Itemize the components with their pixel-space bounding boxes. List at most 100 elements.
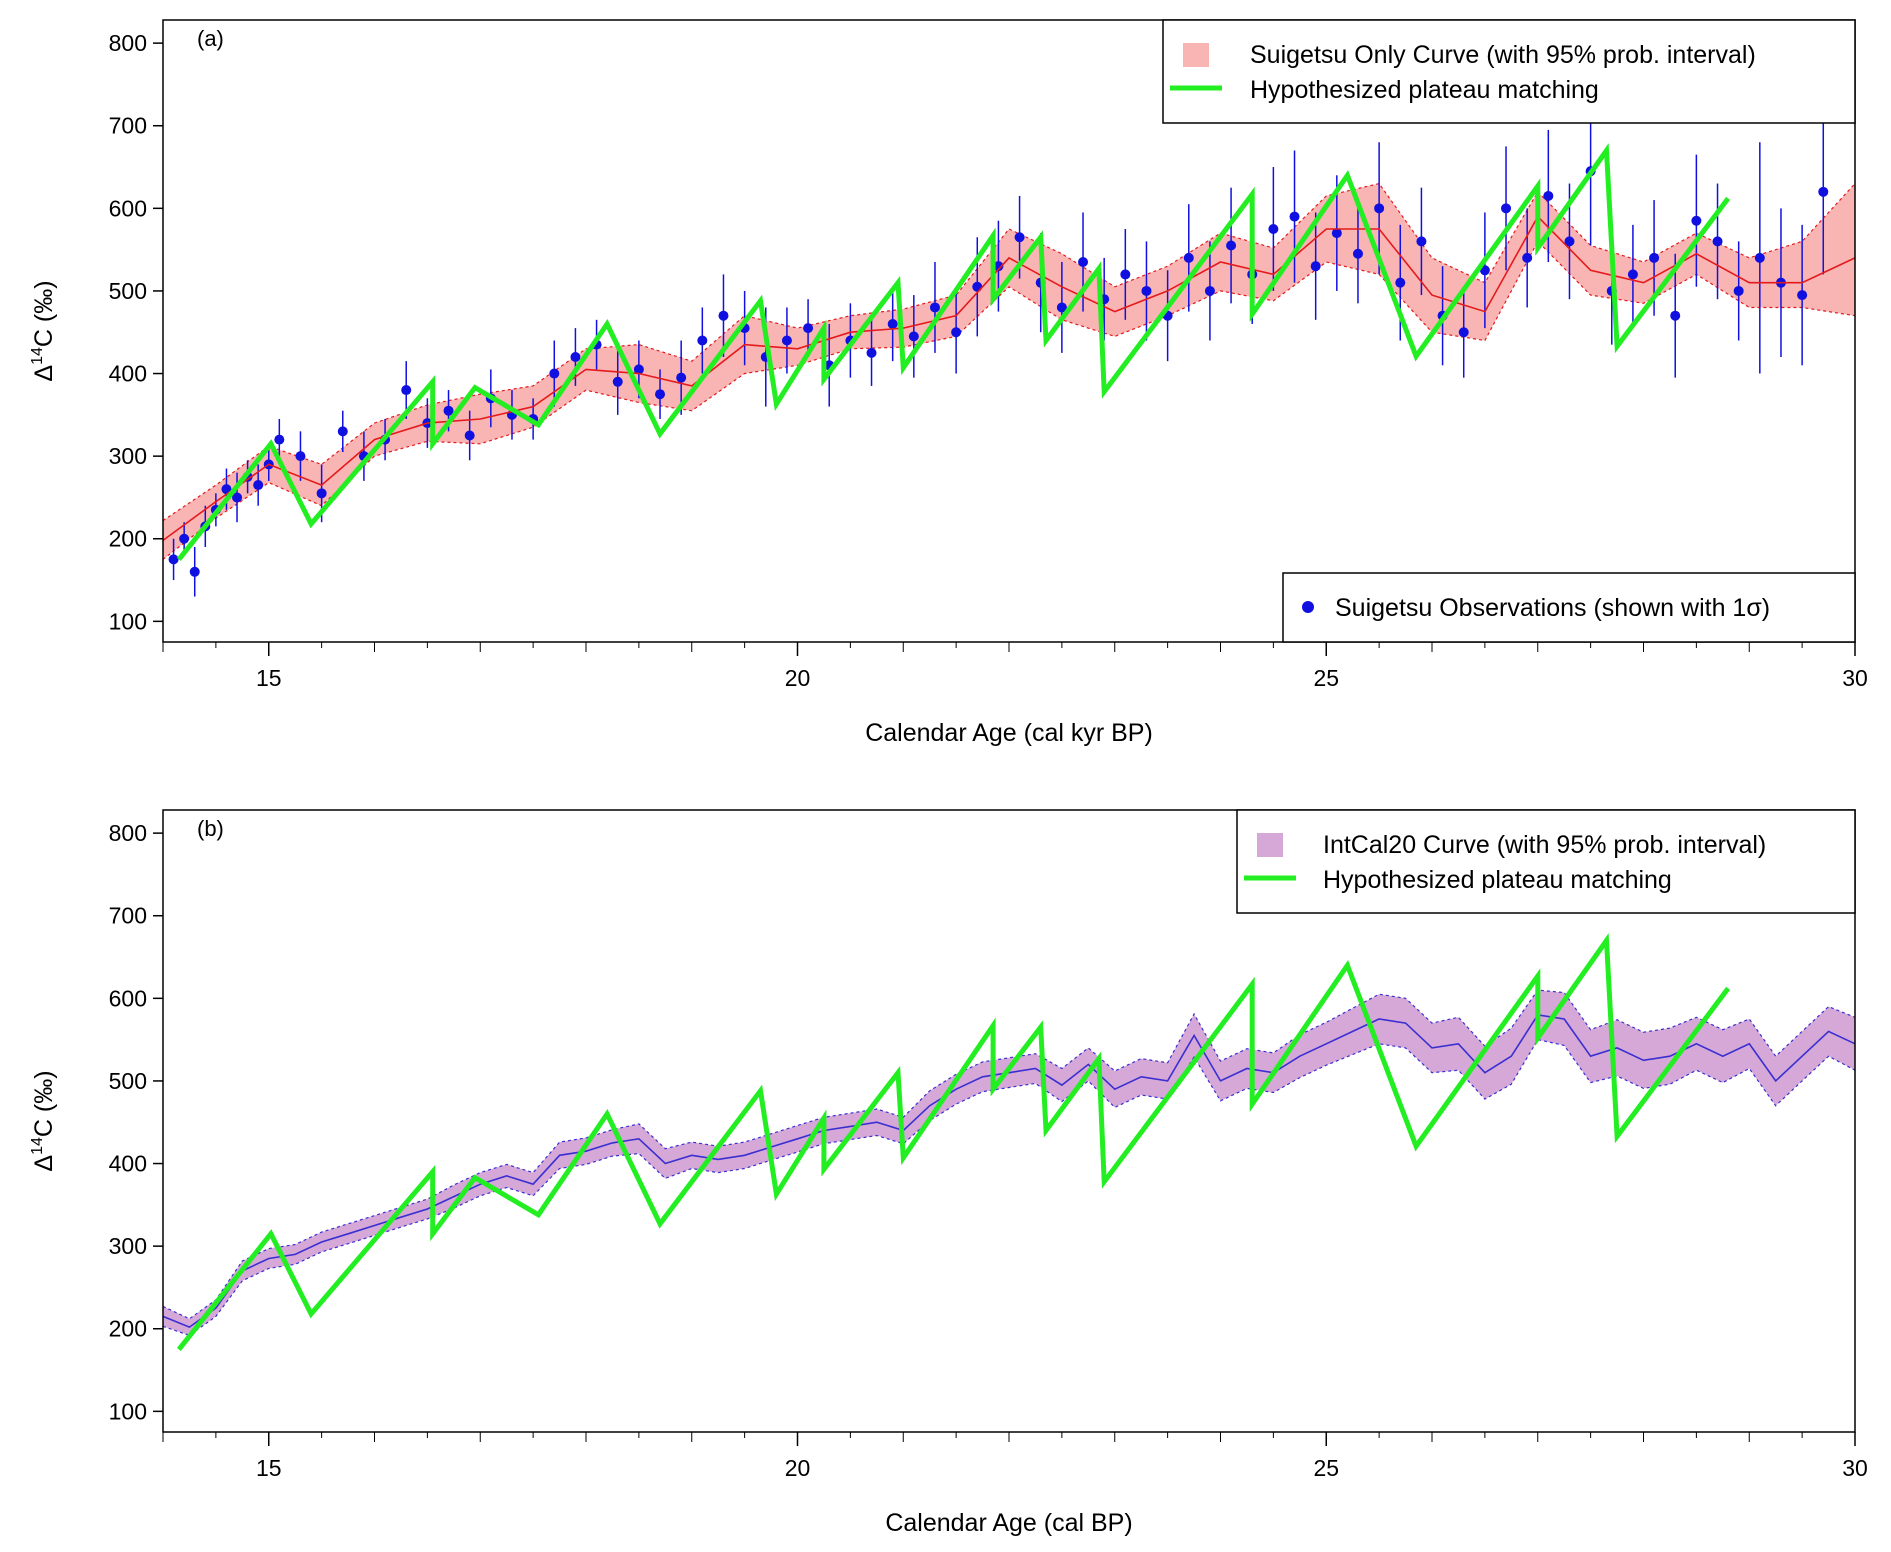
observation-point	[337, 426, 348, 437]
observation-point	[1141, 285, 1152, 296]
observation-point	[1670, 310, 1681, 321]
x-tick-label: 15	[256, 1455, 282, 1481]
y-tick-label: 100	[109, 1398, 147, 1424]
panel-label-a: (a)	[197, 26, 224, 51]
y-tick-label: 700	[109, 903, 147, 929]
observation-point	[1797, 290, 1808, 301]
observation-point	[655, 389, 666, 400]
observation-point	[951, 327, 962, 338]
observation-point	[1733, 285, 1744, 296]
observation-point	[1712, 236, 1723, 247]
observation-point	[316, 488, 327, 499]
interval-lower-bound	[162, 1038, 1856, 1337]
x-tick-label: 20	[785, 665, 811, 691]
observation-point	[1416, 236, 1427, 247]
interval-band-area	[163, 183, 1855, 560]
observation-point	[1078, 257, 1089, 268]
intcal-interval-band	[162, 989, 1856, 1337]
observation-point	[1183, 252, 1194, 263]
panel-label-b: (b)	[197, 816, 224, 841]
observation-point	[697, 335, 708, 346]
intcal-curve	[162, 1014, 1856, 1329]
suigetsu-interval-band	[162, 182, 1856, 560]
panel-b: 100 200 300 400 500 600 700 800 15 20 25 30 (b) Ca…	[29, 809, 1868, 1537]
interval-band-area	[163, 990, 1855, 1336]
y-tick-label: 500	[109, 278, 147, 304]
suigetsu-observations	[168, 96, 1829, 597]
y-tick-label: 600	[109, 195, 147, 221]
observation-point	[1014, 232, 1025, 243]
y-axis-title-b: Δ14C (‰)	[29, 1070, 58, 1171]
observation-point	[1691, 215, 1702, 226]
observation-point	[887, 318, 898, 329]
plateau-matching-line	[176, 143, 1731, 561]
observation-point	[929, 302, 940, 313]
observation-point	[1204, 285, 1215, 296]
panel-a: 100 200 300 400 500 600 700 800 15 20 25 30 (a) Ca…	[29, 19, 1868, 747]
x-tick-label: 20	[785, 1455, 811, 1481]
y-axis-title-b-sup: 14	[29, 1137, 46, 1155]
observation-point	[718, 310, 729, 321]
observation-point	[274, 434, 285, 445]
y-tick-label: 800	[109, 30, 147, 56]
x-axis-a: 15 20 25 30	[162, 642, 1868, 691]
legend-label-plateau-a: Hypothesized plateau matching	[1250, 76, 1599, 104]
plateau-line-a	[176, 143, 1731, 561]
observation-point	[1458, 327, 1469, 338]
observation-point	[1754, 252, 1765, 263]
y-axis-a: 100 200 300 400 500 600 700 800	[109, 30, 163, 634]
observation-point	[443, 405, 454, 416]
legend-label-observations-a: Suigetsu Observations (shown with 1σ)	[1335, 594, 1770, 622]
legend-label-band-a: Suigetsu Only Curve (with 95% prob. inte…	[1250, 41, 1756, 69]
observation-point	[1056, 302, 1067, 313]
observation-point	[295, 451, 306, 462]
plateau-line-b	[176, 933, 1731, 1351]
y-axis-title-a: Δ14C (‰)	[29, 280, 58, 381]
y-axis-title-b-main: Δ	[30, 1155, 58, 1172]
observation-point	[803, 323, 814, 334]
y-axis-title-b-rest: C (‰)	[30, 1070, 58, 1137]
y-axis-title-a-sup: 14	[29, 347, 46, 365]
observation-point	[676, 372, 687, 383]
y-axis-b: 100 200 300 400 500 600 700 800	[109, 820, 163, 1424]
observation-point	[1374, 203, 1385, 214]
x-axis-title-a: Calendar Age (cal kyr BP)	[865, 719, 1153, 747]
y-tick-label: 400	[109, 1151, 147, 1177]
y-tick-label: 400	[109, 361, 147, 387]
y-tick-label: 600	[109, 985, 147, 1011]
observation-point	[1543, 190, 1554, 201]
observation-point	[1226, 240, 1237, 251]
legend-box-b	[1236, 809, 1856, 914]
interval-upper-bound	[162, 182, 1856, 522]
y-tick-label: 300	[109, 443, 147, 469]
y-tick-label: 200	[109, 1316, 147, 1342]
observation-point	[972, 281, 983, 292]
observation-point	[549, 368, 560, 379]
y-axis-title-a-rest: C (‰)	[30, 280, 58, 347]
legend-point-swatch-a	[1302, 601, 1314, 613]
observation-point	[1331, 228, 1342, 239]
x-tick-label: 25	[1313, 665, 1339, 691]
legend-box-obs-a	[1282, 572, 1856, 643]
plateau-matching-line	[176, 933, 1731, 1351]
observation-point	[633, 364, 644, 375]
observation-point	[464, 430, 475, 441]
observation-point	[993, 261, 1004, 272]
legend-box-a	[1162, 19, 1856, 124]
suigetsu-curve	[162, 215, 1856, 542]
legend-bottom-a: Suigetsu Observations (shown with 1σ)	[1282, 572, 1856, 643]
observation-point	[232, 492, 243, 503]
observation-point	[1289, 211, 1300, 222]
observation-point	[1352, 248, 1363, 259]
observation-point	[1268, 223, 1279, 234]
interval-lower-bound	[162, 240, 1856, 560]
legend-top-a: Suigetsu Only Curve (with 95% prob. inte…	[1162, 19, 1856, 124]
y-tick-label: 100	[109, 608, 147, 634]
x-tick-label: 25	[1313, 1455, 1339, 1481]
x-tick-label: 15	[256, 665, 282, 691]
legend-band-swatch-b	[1257, 833, 1283, 857]
mean-curve-line	[162, 215, 1856, 542]
y-tick-label: 500	[109, 1068, 147, 1094]
observation-point	[570, 352, 581, 363]
interval-upper-bound	[162, 989, 1856, 1320]
